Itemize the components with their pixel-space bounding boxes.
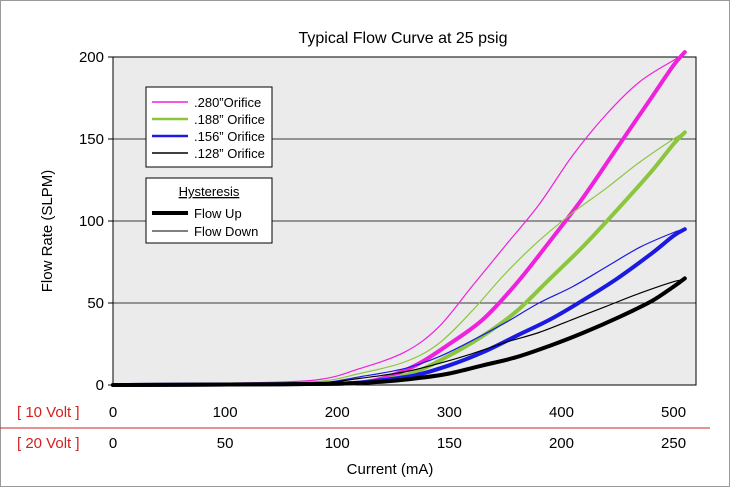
- x-tick-label: 250: [661, 435, 686, 452]
- legend-label-156: .156” Orifice: [194, 129, 265, 144]
- chart-title: Typical Flow Curve at 25 psig: [299, 30, 508, 47]
- y-tick-label: 200: [79, 49, 104, 66]
- legend-label-flow-up: Flow Up: [194, 206, 242, 221]
- legend-label-128: .128” Orifice: [194, 146, 265, 161]
- legend-label-280: .280”Orifice: [194, 95, 261, 110]
- x-tick-label: 300: [437, 404, 462, 421]
- x-ticks-10-volt: 0 100 200 300 400 500: [109, 404, 686, 421]
- legend-hysteresis-box: [145, 177, 273, 244]
- series-128-flow-up: [111, 276, 687, 387]
- axis-label-20-volt: [ 20 Volt ]: [17, 435, 80, 452]
- legend-orifice: .280”Orifice .188” Orifice .156” Orifice…: [145, 86, 273, 168]
- legend-label-188: .188” Orifice: [194, 112, 265, 127]
- x-axis-20-volt: [ 20 Volt ] 0 50 100 150 200 250: [17, 435, 686, 452]
- y-tick-label: 50: [87, 295, 104, 312]
- axis-label-10-volt: [ 10 Volt ]: [17, 404, 80, 421]
- x-tick-label: 400: [549, 404, 574, 421]
- x-tick-label: 0: [109, 435, 117, 452]
- x-axis-label: Current (mA): [347, 461, 434, 478]
- x-tick-label: 200: [549, 435, 574, 452]
- x-tick-label: 150: [437, 435, 462, 452]
- legend-label-flow-down: Flow Down: [194, 224, 258, 239]
- x-ticks-20-volt: 0 50 100 150 200 250: [109, 435, 686, 452]
- x-tick-label: 0: [109, 404, 117, 421]
- y-tick-label: 150: [79, 131, 104, 148]
- series-280-flow-down: [112, 53, 686, 386]
- legend-hysteresis-title: Hysteresis: [179, 184, 240, 199]
- x-tick-label: 500: [661, 404, 686, 421]
- y-axis-ticks: 0 50 100 150 200: [79, 49, 113, 394]
- x-tick-label: 100: [213, 404, 238, 421]
- legend-hysteresis: Hysteresis Flow Up Flow Down: [145, 177, 273, 244]
- y-tick-label: 0: [96, 377, 104, 394]
- x-tick-label: 50: [217, 435, 234, 452]
- x-axis-10-volt: [ 10 Volt ] 0 100 200 300 400 500: [17, 404, 686, 421]
- y-axis-label: Flow Rate (SLPM): [39, 170, 56, 293]
- x-tick-label: 200: [325, 404, 350, 421]
- x-tick-label: 100: [325, 435, 350, 452]
- y-tick-label: 100: [79, 213, 104, 230]
- series-lines: [111, 50, 687, 387]
